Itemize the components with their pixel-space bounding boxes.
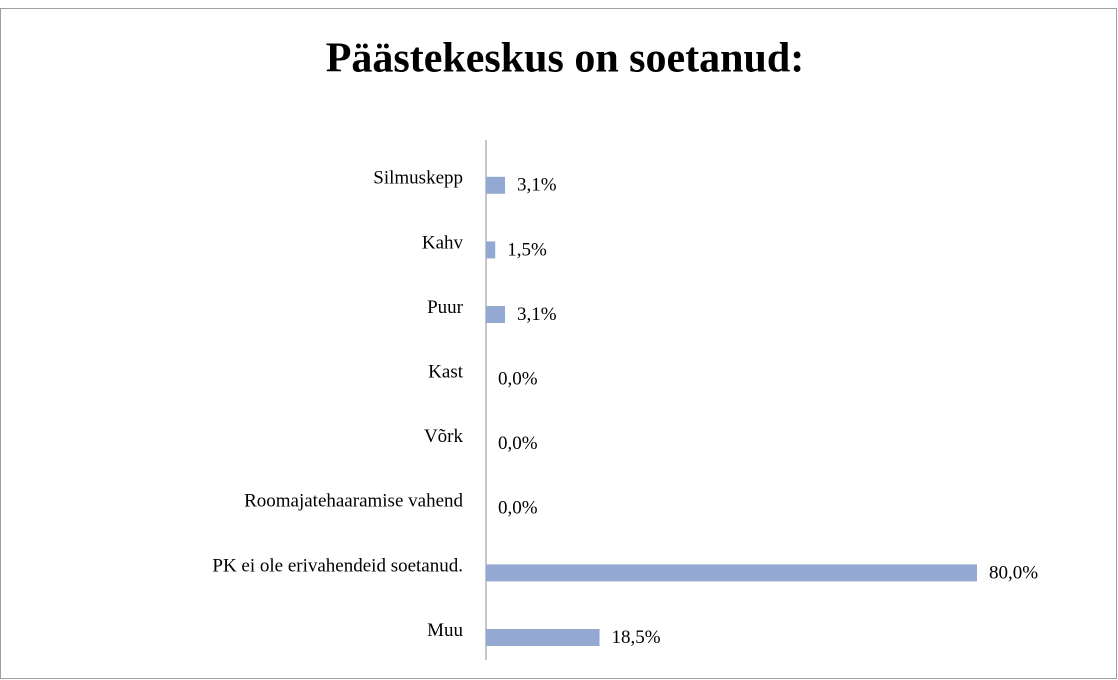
y-tick-label: Kast [428,361,464,382]
y-tick-label: Roomajatehaaramise vahend [244,491,463,512]
bar [486,241,496,259]
bar [486,306,506,323]
y-tick-label: Võrk [424,426,464,447]
data-label: 1,5% [507,239,547,260]
y-tick-label: Kahv [422,232,464,253]
y-tick-label: Muu [427,620,463,641]
chart-title: Päästekeskus on soetanud: [326,36,804,82]
data-label: 3,1% [517,304,557,325]
data-label: 18,5% [612,627,661,648]
data-label: 80,0% [989,562,1038,583]
y-tick-label: Puur [427,297,464,318]
y-tick-label: Silmuskepp [373,168,463,189]
data-label: 0,0% [498,498,538,519]
bar [486,564,977,582]
bar [486,176,506,194]
y-tick-label: PK ei ole erivahendeid soetanud. [212,555,463,576]
bar [486,629,600,646]
data-label: 0,0% [498,433,538,454]
data-label: 3,1% [517,175,557,196]
data-label: 0,0% [498,368,538,389]
